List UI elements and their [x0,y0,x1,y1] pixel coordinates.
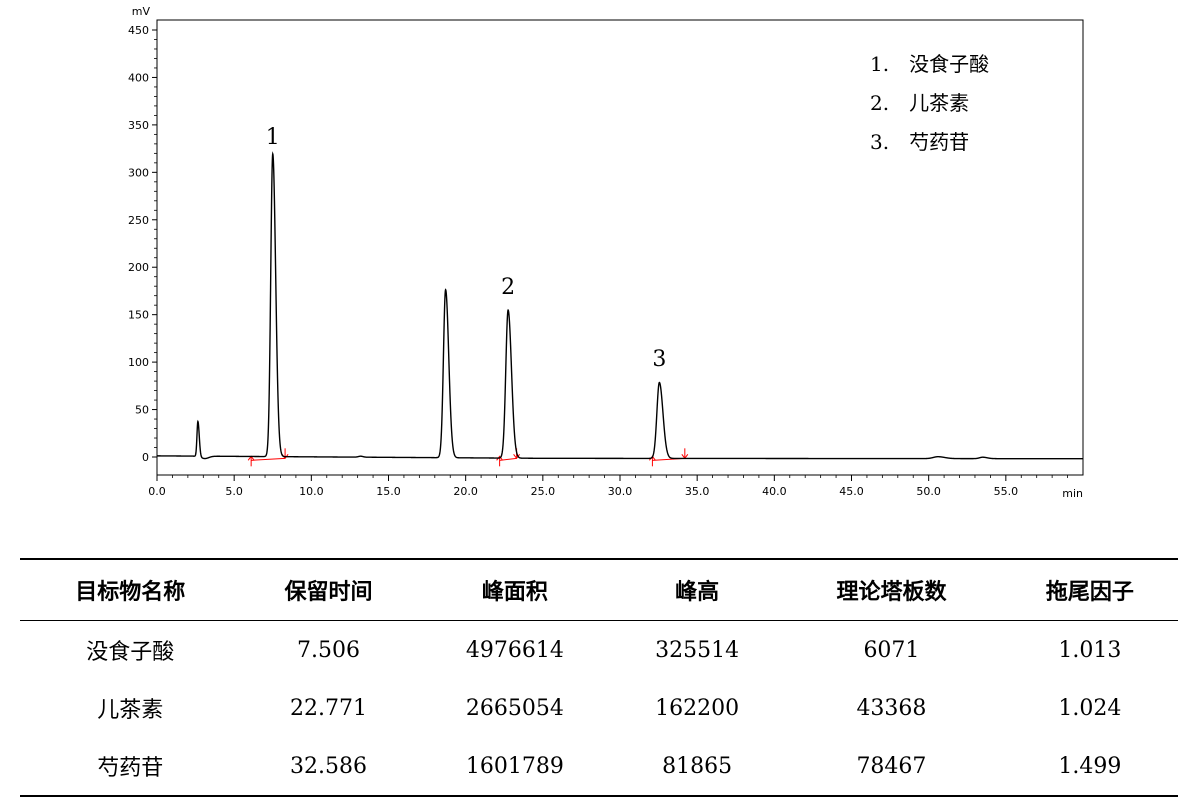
header-tailing-factor: 拖尾因子 [1001,558,1178,621]
table-cell: 81865 [613,737,782,797]
x-tick-label: 50.0 [916,485,941,498]
table-cell: 1.013 [1058,637,1122,663]
table-cell: 2665054 [465,695,564,721]
y-tick-label: 150 [128,309,149,322]
chromatogram-trace [157,151,1083,460]
table-cell: 芍药苷 [20,737,241,797]
x-axis-unit-label: min [1062,487,1083,500]
x-tick-label: 20.0 [453,485,478,498]
y-tick-label: 200 [128,261,149,274]
table-row: 没食子酸 7.506 4976614 325514 6071 1.013 [20,621,1178,680]
peak-labels: 1 2 3 [266,125,667,372]
y-tick-label: 250 [128,214,149,227]
y-tick-label: 350 [128,119,149,132]
table-cell: 78467 [781,737,1002,797]
y-tick-label: 400 [128,71,149,84]
x-tick-label: 25.0 [531,485,556,498]
table-cell: 43368 [856,695,927,721]
peak-label: 1 [266,125,280,150]
x-tick-label: 0.0 [148,485,166,498]
table-cell: 1.024 [1058,695,1122,721]
integration-baseline [251,457,286,461]
table-cell: 1.499 [1001,737,1178,797]
header-retention-time: 保留时间 [240,558,417,621]
y-tick-label: 450 [128,24,149,37]
header-peak-area: 峰面积 [416,558,613,621]
y-axis-unit-label: mV [132,5,151,18]
table-cell: 22.771 [290,695,368,721]
table-cell: 没食子酸 [86,640,175,665]
x-tick-label: 30.0 [608,485,633,498]
y-tick-label: 0 [142,451,149,464]
x-tick-label: 40.0 [762,485,787,498]
table-cell: 325514 [655,637,740,663]
table-cell: 162200 [655,695,740,721]
x-tick-label: 5.0 [225,485,243,498]
results-table: 目标物名称 保留时间 峰面积 峰高 理论塔板数 拖尾因子 没食子酸 7.506 … [20,558,1178,797]
table-cell: 儿茶素 [97,698,164,723]
table-cell: 6071 [863,637,920,663]
table-cell: 1601789 [416,737,613,797]
x-tick-label: 45.0 [839,485,864,498]
legend-entry: 1. 没食子酸 [870,52,989,76]
header-theoretical-plates: 理论塔板数 [781,558,1002,621]
y-tick-label: 300 [128,166,149,179]
integration-start-arrowhead [496,455,504,461]
header-peak-height: 峰高 [613,558,782,621]
y-axis: 0 50 100 150 200 250 300 350 400 450 [128,24,157,464]
header-compound-name: 目标物名称 [20,558,241,621]
x-tick-label: 55.0 [994,485,1019,498]
x-tick-label: 15.0 [376,485,401,498]
table-row: 儿茶素 22.771 2665054 162200 43368 1.024 [20,679,1178,737]
y-tick-label: 100 [128,356,149,369]
peak-label: 3 [652,347,666,372]
y-tick-label: 50 [135,404,149,417]
plot-frame [156,19,1084,476]
legend-entry: 3. 芍药苷 [870,130,969,154]
table-cell: 4976614 [465,637,564,663]
table-cell: 7.506 [297,637,361,663]
legend-entry: 2. 儿茶素 [870,91,969,115]
x-tick-label: 35.0 [685,485,710,498]
x-tick-label: 10.0 [299,485,324,498]
table-row: 芍药苷 32.586 1601789 81865 78467 1.499 [20,737,1178,797]
peak-label: 2 [501,275,515,300]
table-header-row: 目标物名称 保留时间 峰面积 峰高 理论塔板数 拖尾因子 [20,558,1178,621]
x-axis: 0.0 5.0 10.0 15.0 20.0 25.0 30.0 35.0 40.0 45.0 50… [148,475,1068,498]
legend: 1. 没食子酸 2. 儿茶素 3. 芍药苷 [870,52,989,154]
integration-end-arrowhead [513,454,520,460]
table-cell: 32.586 [240,737,417,797]
